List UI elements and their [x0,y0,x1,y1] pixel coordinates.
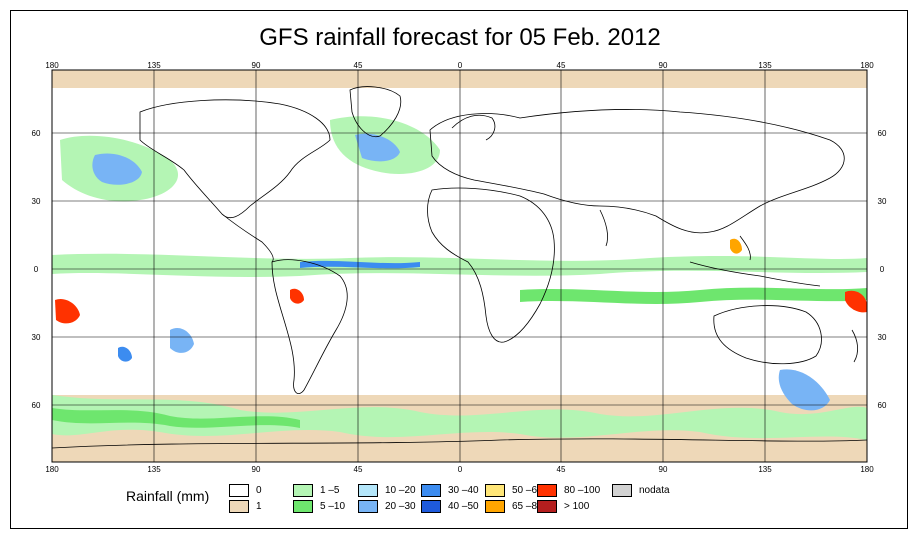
coastlines [52,86,867,449]
lon-tick-top: 0 [458,61,463,70]
itcz-core [300,260,420,269]
legend-swatch [421,484,441,497]
legend-swatch [537,500,557,513]
north-atlantic-storm-core [355,133,400,162]
lat-tick-left: 30 [32,197,41,206]
heavy-rain-amazon [290,288,304,304]
legend-label: 50 –65 [512,485,543,496]
lat-tick-right: 0 [880,265,885,274]
lon-tick-bottom: 180 [860,465,874,474]
lon-tick-bottom: 135 [147,465,161,474]
lon-tick-top: 45 [354,61,363,70]
central-america-outline [221,213,274,263]
south-pacific-cyclone [170,327,194,353]
lon-tick-bottom: 90 [252,465,261,474]
north-pacific-storm-core [92,153,142,185]
lat-ticks-right: 60 30 0 30 60 [878,129,887,410]
lat-tick-left: 60 [32,401,41,410]
lat-tick-right: 30 [878,333,887,342]
lon-tick-bottom: 135 [758,465,772,474]
legend-swatch [612,484,632,497]
south-of-australia-storm [778,369,830,411]
australia-outline [713,305,822,365]
lon-tick-bottom: 0 [458,465,463,474]
heavy-rain-south-pacific-west [55,298,80,324]
north-america-outline [139,99,331,219]
lat-tick-left: 60 [32,129,41,138]
legend-swatch [537,484,557,497]
legend-swatch [358,500,378,513]
legend-label: 20 –30 [385,501,416,512]
lon-tick-top: 90 [659,61,668,70]
legend-swatch [485,484,505,497]
legend-label: 1 –5 [320,485,340,496]
legend-label: 40 –50 [448,501,479,512]
figure-frame [10,10,908,529]
legend-label: 30 –40 [448,485,479,496]
legend-swatch [293,500,313,513]
lon-tick-top: 135 [758,61,772,70]
legend-label: 1 [256,501,262,512]
lat-tick-right: 30 [878,197,887,206]
new-zealand-outline [851,329,858,363]
map-border [51,69,868,463]
india-outline [599,209,608,247]
map-title: GFS rainfall forecast for 05 Feb. 2012 [259,24,661,51]
legend-swatch [293,484,313,497]
legend-label: > 100 [564,501,590,512]
legend-swatch [485,500,505,513]
lon-tick-bottom: 90 [659,465,668,474]
heavy-rain-south-pacific-east [845,290,867,313]
legend-swatch [229,484,249,497]
legend-label: 10 –20 [385,485,416,496]
south-pacific-band [520,287,867,304]
north-polar-belt [52,70,867,88]
lat-tick-right: 60 [878,401,887,410]
legend-swatch [229,500,249,513]
lon-tick-top: 180 [45,61,59,70]
greenland-outline [349,86,402,138]
legend-label: 65 –80 [512,501,543,512]
lon-ticks-bottom: 180 135 90 45 0 45 90 135 180 [45,465,874,474]
eurasia-outline [429,109,845,234]
graticule [52,70,867,462]
antarctica-outline [52,438,867,449]
scandinavia-outline [451,114,496,141]
lon-tick-top: 45 [557,61,566,70]
south-pacific-cyclone-core [118,346,132,362]
south-storm-core [52,408,300,428]
philippines-outline [739,235,751,261]
legend-swatch [421,500,441,513]
lon-tick-bottom: 45 [557,465,566,474]
map-area [52,70,867,462]
heavy-rain-philippines [730,238,742,254]
indonesia-outline [689,261,821,287]
lon-tick-top: 135 [147,61,161,70]
south-america-outline [271,259,348,394]
legend-label: nodata [639,485,670,496]
legend-label: 80 –100 [564,485,601,496]
legend-label: 5 –10 [320,501,346,512]
lat-tick-left: 30 [32,333,41,342]
lon-tick-bottom: 45 [354,465,363,474]
africa-outline [427,187,555,343]
legend-swatch [358,484,378,497]
lon-tick-top: 180 [860,61,874,70]
lon-tick-top: 90 [252,61,261,70]
legend-label: 0 [256,485,262,496]
lon-ticks-top: 180 135 90 45 0 45 90 135 180 [45,61,874,70]
lon-tick-bottom: 180 [45,465,59,474]
legend-title: Rainfall (mm) [126,488,210,504]
lat-tick-right: 60 [878,129,887,138]
lat-tick-left: 0 [34,265,39,274]
lat-ticks-left: 60 30 0 30 60 [32,129,41,410]
